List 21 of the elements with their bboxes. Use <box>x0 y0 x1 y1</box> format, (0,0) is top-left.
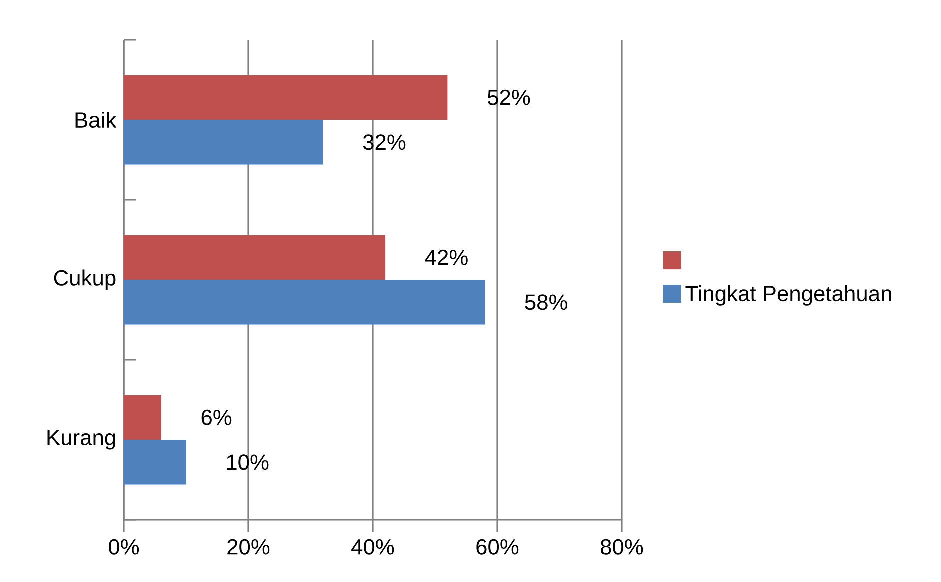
y-tick-label: Baik <box>76 112 117 128</box>
bar <box>124 235 386 280</box>
data-label: 10% <box>227 454 269 470</box>
data-label: 6% <box>202 410 232 426</box>
data-label: 58% <box>525 294 568 310</box>
data-label: 32% <box>363 134 406 150</box>
legend-label: Tingkat Pengetahuan <box>686 285 892 306</box>
x-tick-label: 20% <box>228 539 270 555</box>
bar <box>124 440 186 485</box>
x-tick-label: 0% <box>109 539 140 555</box>
x-tick-label: 60% <box>476 539 519 555</box>
data-label: 42% <box>425 250 468 266</box>
x-tick-label: 80% <box>600 539 644 555</box>
bar <box>124 75 448 120</box>
x-tick-label: 40% <box>352 539 394 555</box>
bar <box>124 280 486 325</box>
y-tick-label: Cukup <box>54 270 116 290</box>
bar <box>124 395 162 440</box>
bar <box>124 120 324 165</box>
data-label: 52% <box>488 90 530 106</box>
y-tick-label: Kurang <box>48 430 116 450</box>
